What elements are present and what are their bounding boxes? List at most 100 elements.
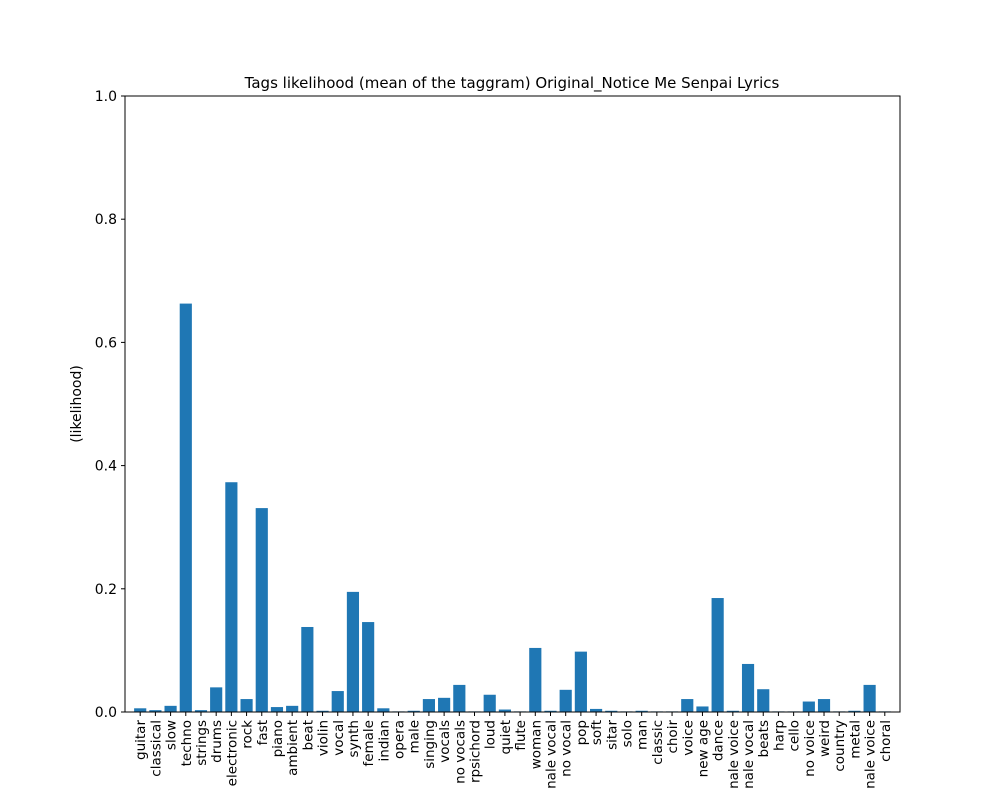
bar-no-voice xyxy=(802,701,815,712)
x-tick-label: nale vocal xyxy=(543,720,559,789)
chart-title: Tags likelihood (mean of the taggram) Or… xyxy=(244,74,780,93)
x-tick-label: nale vocal xyxy=(741,720,757,789)
x-tick-label: rock xyxy=(240,720,256,749)
x-tick-label: country xyxy=(832,720,848,772)
x-tick-label: soft xyxy=(589,720,605,745)
x-tick-label: nale voice xyxy=(726,720,742,789)
bar-vocal xyxy=(331,691,344,712)
y-axis: 0.0 0.2 0.4 0.6 0.8 1.0 xyxy=(95,89,125,721)
bar-male xyxy=(407,710,420,712)
x-tick-label: choral xyxy=(878,720,894,762)
x-tick-label: classical xyxy=(148,720,164,777)
x-tick-label: voice xyxy=(680,720,696,756)
bar-woman xyxy=(529,647,542,712)
y-axis-label: (likelihood) xyxy=(69,365,85,443)
bar-no-vocal xyxy=(559,689,572,712)
bar-drums xyxy=(210,687,223,712)
x-tick-label: rpsichord xyxy=(468,720,484,783)
x-tick-label: guitar xyxy=(133,720,149,760)
x-tick-label: solo xyxy=(619,720,635,747)
y-tick-label: 0.8 xyxy=(95,212,117,228)
x-tick-label: vocals xyxy=(437,720,453,763)
bar-violin xyxy=(316,710,329,712)
bar-ambient xyxy=(286,705,299,712)
x-tick-label: ambient xyxy=(285,720,301,776)
x-tick-label: indian xyxy=(376,720,392,761)
bar-dance xyxy=(711,598,724,712)
x-tick-label: new age xyxy=(695,720,711,777)
bar-man xyxy=(635,710,648,712)
x-tick-label: strings xyxy=(194,720,210,766)
x-tick-label: vocal xyxy=(331,720,347,756)
x-tick-label: quiet xyxy=(498,720,514,754)
bar-female-voice xyxy=(863,684,876,712)
bars-group xyxy=(134,303,891,712)
bar-weird xyxy=(817,699,831,712)
x-tick-label: pop xyxy=(574,720,590,745)
x-tick-label: male xyxy=(407,720,423,753)
bar-soft xyxy=(590,708,603,712)
bar-male-vocal xyxy=(544,710,557,712)
x-tick-label: piano xyxy=(270,720,286,757)
y-tick-label: 0.4 xyxy=(95,459,117,475)
bar-new-age xyxy=(696,706,709,712)
bar-pop xyxy=(574,651,587,712)
x-tick-label: synth xyxy=(346,720,362,757)
bar-metal xyxy=(848,710,861,712)
x-tick-label: harp xyxy=(771,720,787,751)
x-tick-label: beats xyxy=(756,720,772,757)
x-tick-label: flute xyxy=(513,720,529,751)
bar-electronic xyxy=(225,482,238,712)
bar-loud xyxy=(483,694,496,712)
x-tick-label: singing xyxy=(422,720,438,769)
x-tick-label: weird xyxy=(817,720,833,757)
bar-male-voice xyxy=(726,710,739,712)
plot-frame xyxy=(124,95,901,713)
y-tick-label: 0.0 xyxy=(95,705,117,721)
x-tick-label: opera xyxy=(392,720,408,759)
bar-slow xyxy=(164,705,177,712)
x-tick-label: cello xyxy=(787,720,803,752)
bar-no-vocals xyxy=(453,684,466,712)
bar-rock xyxy=(240,699,253,712)
x-tick-label: slow xyxy=(164,720,180,750)
bar-guitar xyxy=(134,708,147,712)
x-tick-label: no vocals xyxy=(452,720,468,784)
bar-quiet xyxy=(498,709,511,712)
bar-sitar xyxy=(605,710,618,712)
bar-piano xyxy=(270,707,284,712)
x-tick-label: loud xyxy=(483,720,499,749)
x-tick-label: violin xyxy=(316,720,332,756)
x-tick-label: dance xyxy=(711,720,727,761)
bar-vocals xyxy=(438,697,451,712)
bar-strings xyxy=(194,710,208,712)
bar-female-vocal xyxy=(741,663,755,712)
x-tick-label: woman xyxy=(528,720,544,769)
y-tick-label: 0.6 xyxy=(95,335,117,351)
x-tick-label: choir xyxy=(665,720,681,754)
x-tick-label: sitar xyxy=(604,720,620,750)
x-tick-label: classic xyxy=(650,720,666,765)
x-tick-label: electronic xyxy=(224,720,240,786)
x-tick-label: no voice xyxy=(802,720,818,777)
bar-beats xyxy=(757,689,770,712)
bar-beat xyxy=(301,626,314,712)
bar-synth xyxy=(346,591,360,712)
x-tick-label: fast xyxy=(255,720,271,745)
x-tick-label: beat xyxy=(300,720,316,750)
bar-indian xyxy=(377,708,390,712)
x-axis: guitar classical slow techno strings drums ele… xyxy=(133,712,894,789)
y-tick-label: 0.2 xyxy=(95,582,117,598)
x-tick-label: man xyxy=(635,720,651,750)
y-tick-label: 1.0 xyxy=(95,89,117,105)
x-tick-label: female xyxy=(361,720,377,767)
bar-techno xyxy=(179,303,192,712)
x-tick-label: drums xyxy=(209,720,225,763)
x-tick-label: metal xyxy=(847,720,863,759)
bar-fast xyxy=(255,508,268,712)
bar-singing xyxy=(422,699,435,712)
bar-female xyxy=(362,622,375,712)
x-tick-label: nale voice xyxy=(863,720,879,789)
x-tick-label: no vocal xyxy=(559,720,575,777)
